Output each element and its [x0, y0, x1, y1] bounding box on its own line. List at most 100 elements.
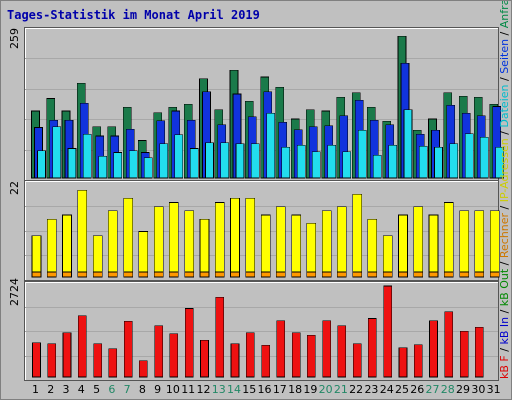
day-label: 8: [138, 383, 146, 396]
ip-adressen-bar: [153, 206, 164, 278]
legend-entry: /: [498, 73, 511, 85]
dateien-bar: [159, 143, 168, 179]
ip-adressen-bar: [474, 210, 485, 278]
rechner-bar: [184, 271, 194, 278]
day-label: 31: [486, 383, 501, 396]
ip-adressen-bar: [291, 214, 301, 278]
dateien-bar: [37, 150, 46, 179]
dateien-bar: [464, 133, 474, 179]
day-label: 29: [456, 383, 471, 396]
kbf-bar: [276, 320, 286, 378]
visits-panel: [24, 180, 500, 281]
rechner-bar: [474, 271, 485, 278]
kbf-bar: [215, 296, 225, 378]
day-label: 6: [108, 383, 116, 396]
day-label: 19: [303, 383, 318, 396]
legend-entry: /: [498, 28, 511, 39]
hits-chart: [25, 35, 504, 179]
day-label: 2: [47, 383, 55, 396]
dateien-bar: [327, 144, 336, 179]
ip-adressen-bar: [169, 202, 179, 278]
kbf-bar: [245, 332, 255, 378]
kbf-bar: [78, 315, 87, 378]
legend-entry: kB In: [498, 316, 511, 345]
max-value-hits: 259: [8, 28, 21, 49]
rechner-bar: [77, 271, 88, 278]
kbf-bar: [398, 347, 408, 378]
ip-adressen-bar: [108, 210, 118, 278]
legend-entry: kB Out: [498, 268, 511, 307]
kbf-bar: [383, 285, 393, 378]
kbf-bar: [139, 360, 148, 378]
rechner-bar: [367, 271, 378, 278]
kbf-bar: [108, 348, 118, 378]
rechner-bar: [291, 271, 301, 278]
legend-entry: Seiten: [498, 38, 511, 74]
dateien-bar: [434, 147, 443, 179]
ip-adressen-bar: [260, 214, 271, 278]
ip-adressen-bar: [443, 202, 454, 278]
day-label: 20: [318, 383, 333, 396]
rechner-bar: [382, 271, 393, 278]
day-label: 13: [211, 383, 226, 396]
ip-adressen-bar: [62, 214, 72, 278]
dateien-bar: [418, 145, 428, 179]
dateien-bar: [403, 109, 413, 179]
max-value-visits: 22: [8, 181, 21, 195]
day-label: 14: [227, 383, 241, 396]
kbf-bar: [47, 343, 57, 378]
kbf-bar: [169, 333, 179, 378]
rechner-bar: [245, 271, 256, 278]
kbf-bar: [184, 308, 194, 378]
ip-adressen-bar: [46, 218, 57, 278]
day-label: 24: [379, 383, 394, 396]
dateien-bar: [388, 144, 398, 179]
chart-title: Tages-Statistik im Monat April 2019: [7, 8, 260, 22]
rechner-bar: [489, 271, 500, 278]
ip-adressen-bar: [459, 210, 469, 278]
ip-adressen-bar: [367, 218, 378, 278]
dateien-bar: [98, 156, 107, 179]
day-label: 10: [165, 383, 180, 396]
kbf-bar: [62, 332, 72, 378]
legend-entry: /: [498, 344, 511, 356]
legend-entry: /: [498, 258, 511, 269]
day-label: 4: [77, 383, 85, 396]
dateien-bar: [296, 144, 306, 179]
ip-adressen-bar: [245, 198, 256, 278]
dateien-bar: [342, 151, 352, 179]
legend-entry: /: [498, 127, 511, 139]
dateien-bar: [113, 152, 123, 179]
rechner-bar: [443, 271, 454, 278]
dateien-bar: [250, 143, 260, 179]
dateien-bar: [312, 151, 321, 179]
day-label: 27: [425, 383, 440, 396]
kbf-bar: [352, 343, 362, 378]
kbf-bar: [154, 325, 163, 378]
dateien-bar: [235, 143, 245, 179]
dateien-bar: [189, 148, 199, 179]
day-label: 17: [272, 383, 287, 396]
day-label: 26: [410, 383, 425, 396]
legend-entry: Anfragen: [498, 0, 511, 29]
rechner-bar: [260, 271, 271, 278]
rechner-bar: [337, 271, 347, 278]
hits-panel: [24, 27, 504, 181]
day-label: 25: [394, 383, 409, 396]
rechner-bar: [276, 271, 286, 278]
ip-adressen-bar: [352, 193, 362, 278]
day-label: 1: [32, 383, 39, 396]
ip-adressen-bar: [382, 235, 393, 278]
dateien-bar: [144, 157, 153, 179]
ip-adressen-bar: [276, 206, 286, 278]
ip-adressen-bar: [306, 222, 317, 278]
kbf-bar: [200, 339, 209, 378]
day-label: 30: [471, 383, 486, 396]
ip-adressen-bar: [214, 202, 225, 278]
kbf-bar: [444, 311, 454, 378]
legend-entry: Rechner: [498, 212, 511, 259]
dateien-bar: [449, 143, 459, 179]
dateien-bar: [174, 134, 184, 179]
rechner-bar: [108, 271, 118, 278]
dateien-bar: [220, 142, 230, 179]
